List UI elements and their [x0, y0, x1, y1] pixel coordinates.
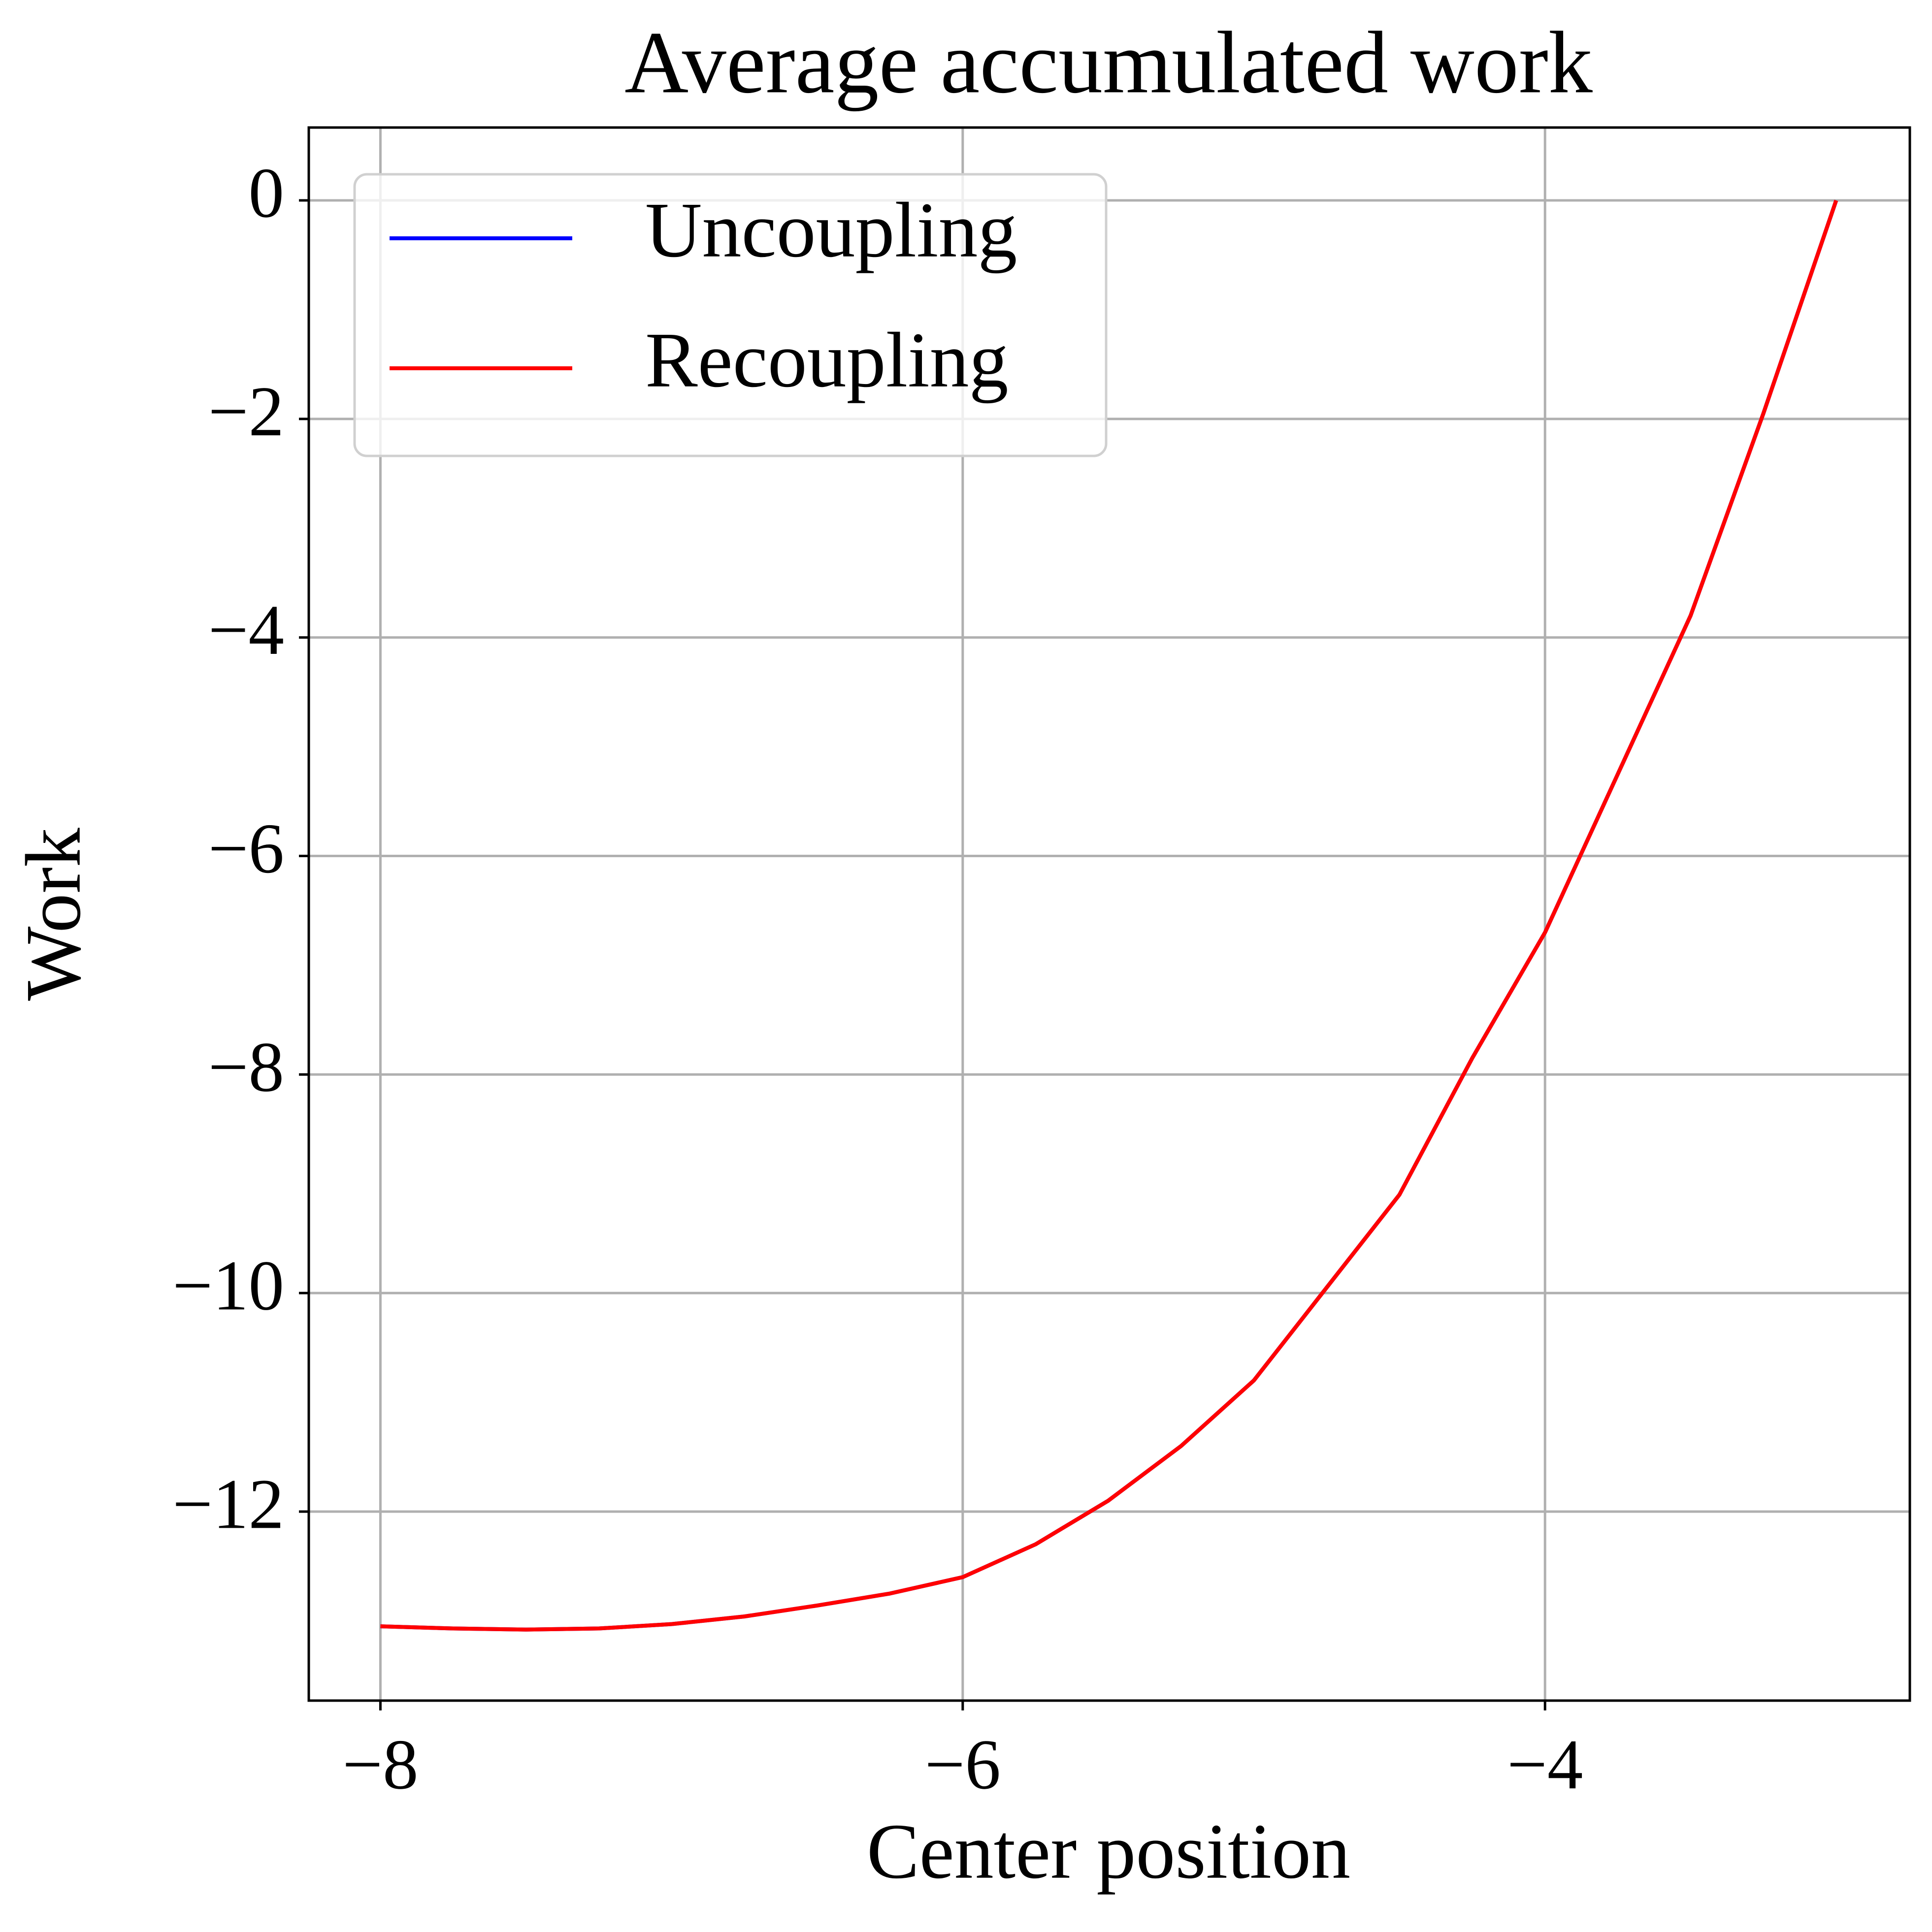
x-axis-label: Center position	[867, 1807, 1350, 1895]
y-tick-label: −6	[208, 809, 284, 888]
y-tick-label: −12	[172, 1465, 284, 1544]
y-axis-label: Work	[9, 828, 97, 1000]
y-tick-label: −10	[172, 1247, 284, 1325]
legend-label: Recoupling	[645, 316, 1009, 404]
y-tick-label: −4	[208, 591, 284, 670]
x-tick-label: −6	[925, 1725, 1001, 1804]
x-tick-label: −4	[1507, 1725, 1583, 1804]
legend-label: Uncoupling	[645, 186, 1017, 274]
chart-title: Average accumulated work	[624, 13, 1593, 111]
y-tick-label: 0	[249, 154, 285, 232]
x-tick-label: −8	[342, 1725, 418, 1804]
series-line	[380, 199, 1838, 1632]
plot-frame	[307, 126, 1911, 1702]
legend-box	[353, 173, 1108, 457]
y-tick-label: −8	[208, 1028, 284, 1107]
y-tick-label: −2	[208, 372, 284, 451]
